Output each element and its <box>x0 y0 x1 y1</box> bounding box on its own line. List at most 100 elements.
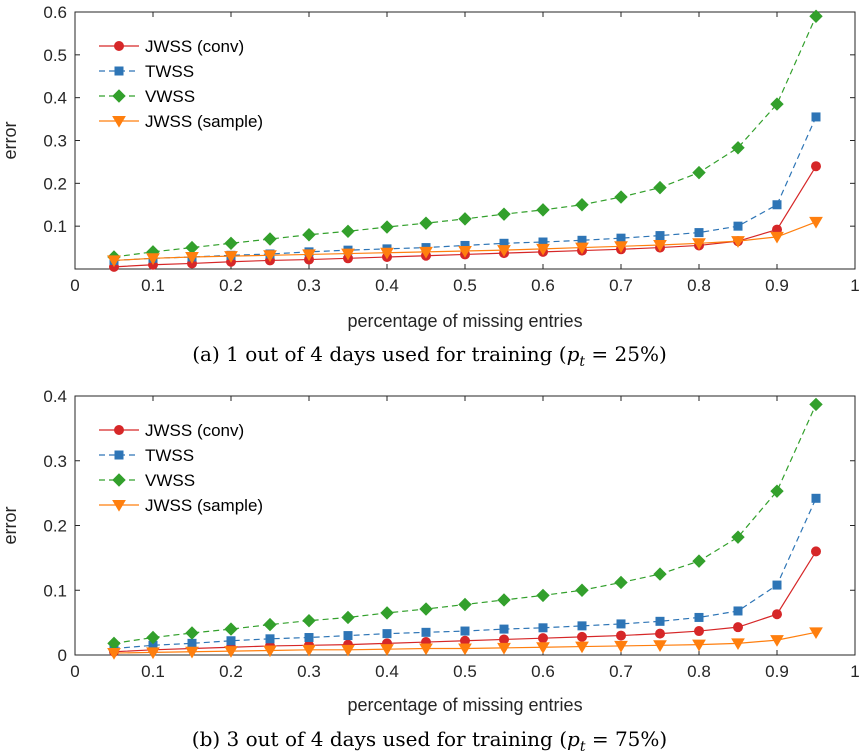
x-tick-label: 0.7 <box>609 276 633 295</box>
data-point <box>185 252 199 264</box>
caption-a: (a) 1 out of 4 days used for training (p… <box>192 342 667 370</box>
data-point <box>692 554 706 568</box>
data-point <box>226 636 236 646</box>
data-point <box>692 238 706 250</box>
data-point <box>341 248 355 261</box>
data-point <box>460 626 470 636</box>
data-point <box>614 640 628 653</box>
data-point <box>497 207 511 221</box>
chart-panel-b: 0 0.1 0.2 0.3 0.4 0.5 0.6 0.7 0.8 0.9 1 0 0.1 0.2 0.3 0… <box>0 387 859 715</box>
data-point <box>616 619 626 629</box>
data-point <box>575 242 589 255</box>
data-point <box>302 644 316 657</box>
x-tick-label: 0.4 <box>375 662 399 681</box>
data-point <box>302 228 316 242</box>
data-point <box>809 9 823 23</box>
data-point <box>772 200 782 210</box>
data-point <box>382 629 392 639</box>
series-twss <box>109 112 821 265</box>
data-point <box>185 240 199 255</box>
data-point <box>655 628 665 639</box>
x-tick-label: 0.5 <box>453 662 477 681</box>
x-tick-label: 0.3 <box>297 662 321 681</box>
x-tick-label: 0.7 <box>609 662 633 681</box>
data-point <box>577 621 587 631</box>
y-tick-label: 0.5 <box>43 46 67 65</box>
x-tick-label: 0 <box>70 662 79 681</box>
data-point <box>694 626 704 637</box>
legend: JWSS (conv) TWSS VWSS JWSS (sample) <box>99 421 263 515</box>
y-tick-label: 0.4 <box>43 89 67 108</box>
y-tick-label: 0.3 <box>43 452 67 471</box>
data-point <box>341 610 355 625</box>
data-point <box>458 597 472 612</box>
data-point <box>224 236 238 251</box>
data-point <box>497 642 511 655</box>
x-tick-label: 1 <box>850 276 859 295</box>
data-point <box>770 635 784 647</box>
data-point <box>538 623 548 633</box>
data-point <box>380 220 394 234</box>
legend-label: TWSS <box>145 62 194 81</box>
data-point <box>380 606 394 620</box>
x-tick-label: 0.5 <box>453 276 477 295</box>
data-point <box>653 567 667 581</box>
data-point <box>772 580 782 590</box>
data-point <box>185 646 199 659</box>
data-point <box>575 198 589 212</box>
y-tick-label: 0.1 <box>43 217 67 236</box>
x-tick-label: 0.6 <box>531 662 555 681</box>
data-point <box>107 648 121 660</box>
data-point <box>185 626 199 640</box>
x-axis-label: percentage of missing entries <box>347 311 582 331</box>
data-point <box>809 216 823 229</box>
data-point <box>733 606 743 616</box>
data-point <box>304 633 314 643</box>
data-point <box>419 246 433 259</box>
data-point <box>499 634 509 645</box>
legend-label: TWSS <box>145 446 194 465</box>
legend-marker <box>114 41 124 51</box>
data-point <box>614 241 628 253</box>
data-point <box>731 141 745 155</box>
chart-panel-a: 0 0.1 0.2 0.3 0.4 0.5 0.6 0.7 0.8 0.9 1 0.1 0.2 0.3 0.… <box>0 3 859 331</box>
legend-label: JWSS (sample) <box>145 112 263 131</box>
legend-marker <box>114 450 124 460</box>
data-point <box>302 613 316 628</box>
caption-suffix: = 25%) <box>585 342 667 366</box>
data-point <box>343 631 353 641</box>
legend-label: VWSS <box>145 87 195 106</box>
y-tick-label: 0 <box>58 646 67 665</box>
caption-variable: p <box>567 727 580 751</box>
x-tick-label: 0.8 <box>687 276 711 295</box>
y-axis-label: error <box>0 121 20 159</box>
data-point <box>419 643 433 656</box>
data-point <box>419 602 433 616</box>
x-tick-label: 0.2 <box>219 662 243 681</box>
series-line <box>113 498 817 650</box>
legend-label: JWSS (conv) <box>145 37 244 56</box>
data-point <box>577 631 587 642</box>
legend-marker <box>112 500 126 512</box>
data-point <box>653 640 667 652</box>
data-point <box>458 246 472 258</box>
x-tick-label: 0.6 <box>531 276 555 295</box>
legend-marker <box>112 473 126 487</box>
caption-subscript: t <box>580 739 586 755</box>
data-point <box>655 231 665 241</box>
legend-marker <box>114 425 124 435</box>
data-point <box>811 112 821 122</box>
x-tick-label: 0.3 <box>297 276 321 295</box>
x-tick-label: 0.1 <box>141 276 165 295</box>
y-tick-label: 0.2 <box>43 174 67 193</box>
data-point <box>380 247 394 260</box>
data-point <box>692 165 706 180</box>
caption-prefix: (a) 1 out of 4 days used for training ( <box>192 342 566 366</box>
caption-variable: p <box>567 342 580 366</box>
data-point <box>731 530 745 544</box>
y-tick-label: 0.2 <box>43 517 67 536</box>
legend-label: JWSS (conv) <box>145 421 244 440</box>
x-tick-label: 0.1 <box>141 662 165 681</box>
data-point <box>809 397 823 412</box>
